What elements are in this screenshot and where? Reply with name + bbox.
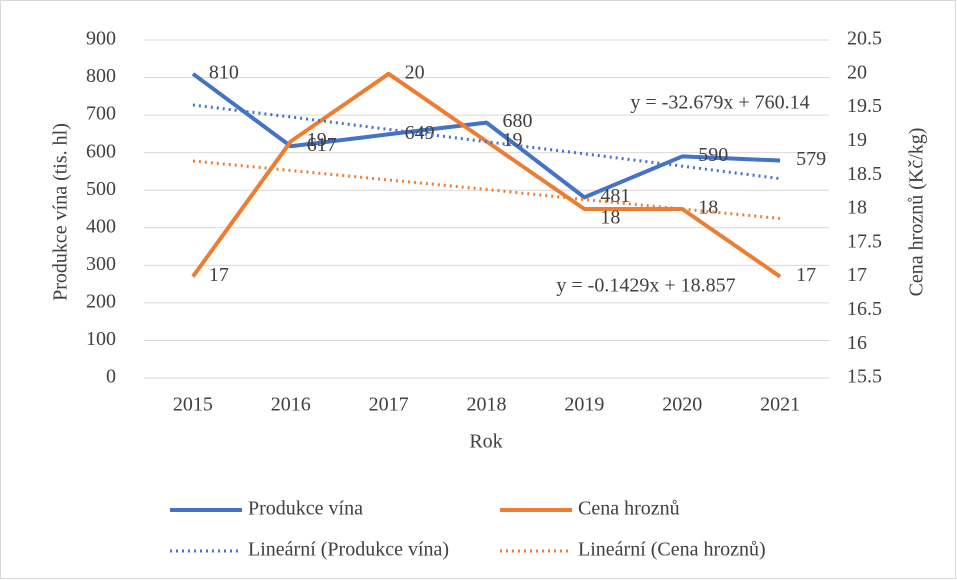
y2-tick-label: 19 <box>847 129 867 151</box>
y2-tick-label: 16.5 <box>847 298 882 320</box>
trend-equation: y = -0.1429x + 18.857 <box>556 275 735 297</box>
y-axis-label: Produkce vína (tis. hl) <box>50 123 72 301</box>
y2-tick-label: 18.5 <box>847 163 882 185</box>
x-tick-label: 2020 <box>662 394 702 416</box>
x-tick-label: 2016 <box>271 394 311 416</box>
trend-line <box>192 159 781 220</box>
y2-tick-label: 16 <box>847 332 867 354</box>
y-tick-label: 500 <box>86 178 116 200</box>
data-label: 810 <box>209 61 239 83</box>
data-label: 680 <box>503 110 533 132</box>
data-label: 20 <box>405 61 425 83</box>
y2-tick-label: 20 <box>847 61 867 83</box>
data-label: 617 <box>307 134 337 156</box>
x-axis-label: Rok <box>469 431 502 453</box>
data-label: 17 <box>796 264 816 286</box>
y2-tick-label: 18 <box>847 197 867 219</box>
y-tick-label: 600 <box>86 140 116 162</box>
data-label: 18 <box>600 207 620 229</box>
y-tick-label: 400 <box>86 215 116 237</box>
y-tick-label: 0 <box>106 366 116 388</box>
trend-equation: y = -32.679x + 760.14 <box>630 92 809 114</box>
x-tick-label: 2015 <box>173 394 213 416</box>
x-tick-label: 2018 <box>467 394 507 416</box>
y2-tick-label: 15.5 <box>847 366 882 388</box>
series-line <box>191 72 781 200</box>
legend-label: Produkce vína <box>248 498 363 520</box>
trend-line <box>192 103 781 181</box>
data-label: 590 <box>698 144 728 166</box>
y-tick-label: 300 <box>86 253 116 275</box>
legend-label: Lineární (Produkce vína) <box>248 539 449 561</box>
y2-tick-label: 17.5 <box>847 230 882 252</box>
y-tick-label: 800 <box>86 65 116 87</box>
y-tick-label: 100 <box>86 328 116 350</box>
data-label: 17 <box>209 264 229 286</box>
x-tick-label: 2021 <box>760 394 800 416</box>
x-tick-label: 2019 <box>564 394 604 416</box>
y-tick-label: 900 <box>86 28 116 50</box>
data-label: 18 <box>698 197 718 219</box>
y2-tick-label: 17 <box>847 264 867 286</box>
data-label: 579 <box>796 148 826 170</box>
y-tick-label: 200 <box>86 290 116 312</box>
y2-tick-label: 20.5 <box>847 28 882 50</box>
data-label: 481 <box>600 185 630 207</box>
y2-axis-label: Cena hroznů (Kč/kg) <box>906 128 928 297</box>
data-label: 19 <box>307 129 327 151</box>
x-tick-label: 2017 <box>369 394 409 416</box>
y2-tick-label: 19.5 <box>847 95 882 117</box>
y-tick-label: 700 <box>86 103 116 125</box>
data-label: 19 <box>503 129 523 151</box>
legend-label: Lineární (Cena hroznů) <box>578 539 766 561</box>
legend-label: Cena hroznů <box>578 498 680 520</box>
